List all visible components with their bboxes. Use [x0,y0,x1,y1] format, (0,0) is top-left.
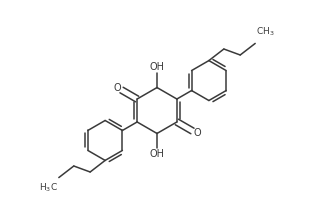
Text: OH: OH [149,62,165,72]
Text: O: O [193,128,201,138]
Text: H$_3$C: H$_3$C [39,182,58,194]
Text: O: O [113,83,121,93]
Text: CH$_3$: CH$_3$ [256,26,275,38]
Text: OH: OH [149,149,165,159]
